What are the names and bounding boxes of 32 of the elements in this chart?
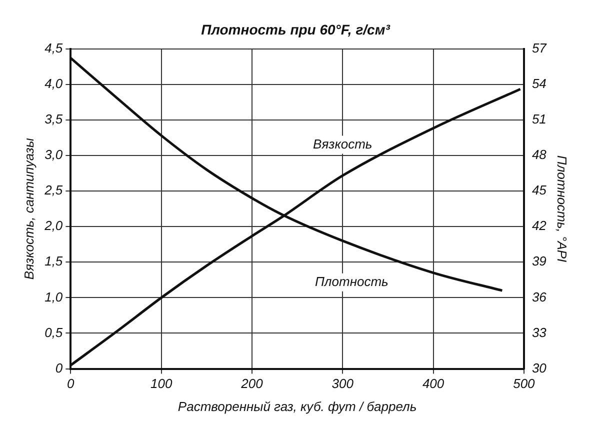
y2-tick-label: 39 (532, 254, 546, 269)
y2-axis-title: Плотность, °API (554, 155, 570, 263)
y-tick-label: 4,0 (44, 76, 64, 91)
x-tick-label: 500 (513, 376, 536, 392)
y2-tick-label: 33 (532, 324, 548, 340)
y-tick-label: 1,5 (44, 254, 64, 269)
y-tick-label: 3,0 (44, 147, 64, 162)
chart-title: Плотность при 60°F, г/см³ (201, 21, 390, 38)
y-tick-label: 0,5 (44, 324, 64, 340)
y-tick-label: 2,5 (44, 182, 64, 198)
y-tick-label: 0 (55, 360, 64, 376)
x-axis-title: Растворенный газ, куб. фут / баррель (178, 398, 417, 414)
y-tick-label: 4,5 (44, 40, 64, 56)
y2-tick-label: 42 (532, 218, 548, 234)
y2-tick-label: 51 (532, 112, 546, 127)
x-tick-label: 0 (67, 376, 76, 392)
y2-tick-label: 36 (532, 289, 548, 304)
y-tick-label: 2,0 (44, 218, 64, 234)
x-tick-label: 100 (150, 376, 173, 392)
y2-tick-label: 57 (532, 40, 548, 56)
y2-tick-label: 45 (532, 182, 548, 198)
annotation: Вязкость (313, 136, 372, 152)
x-tick-label: 400 (422, 376, 445, 392)
annotation: Плотность (315, 274, 389, 290)
x-tick-label: 200 (240, 376, 264, 392)
y2-tick-label: 30 (532, 360, 548, 376)
x-tick-label: 300 (332, 376, 354, 392)
y-tick-label: 3,5 (44, 112, 64, 127)
y2-tick-label: 48 (532, 147, 548, 162)
y-axis-title: Вязкость, сантипуазы (21, 138, 36, 280)
y2-tick-label: 54 (532, 76, 546, 91)
y-tick-label: 1,0 (44, 289, 64, 304)
